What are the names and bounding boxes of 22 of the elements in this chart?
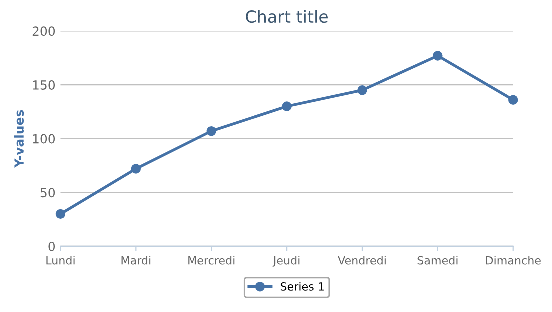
point <box>282 102 292 112</box>
point <box>508 95 518 105</box>
y-tick-label: 200 <box>32 26 56 36</box>
x-tick-label: Dimanche <box>486 256 541 265</box>
y-tick-label: 50 <box>40 188 56 198</box>
chart-title: Chart title <box>246 10 328 24</box>
x-tick-label: Mardi <box>122 256 151 265</box>
x-tick-label: Samedi <box>418 256 458 265</box>
y-tick-label: 100 <box>33 134 56 144</box>
point <box>206 126 216 136</box>
x-tick-label: Mercredi <box>188 256 235 265</box>
x-tick-label: Lundi <box>46 256 75 265</box>
point <box>433 51 443 61</box>
y-tick-label: 150 <box>33 80 56 90</box>
point <box>131 164 142 174</box>
x-tick-label: Vendredi <box>338 256 386 265</box>
point <box>358 86 368 96</box>
legend-label: Series 1 <box>280 282 324 291</box>
y-tick-label: 0 <box>48 242 56 252</box>
point <box>56 209 66 220</box>
x-tick-label: Jeudi <box>272 256 300 267</box>
y-axis-title: Y-values <box>14 110 24 168</box>
